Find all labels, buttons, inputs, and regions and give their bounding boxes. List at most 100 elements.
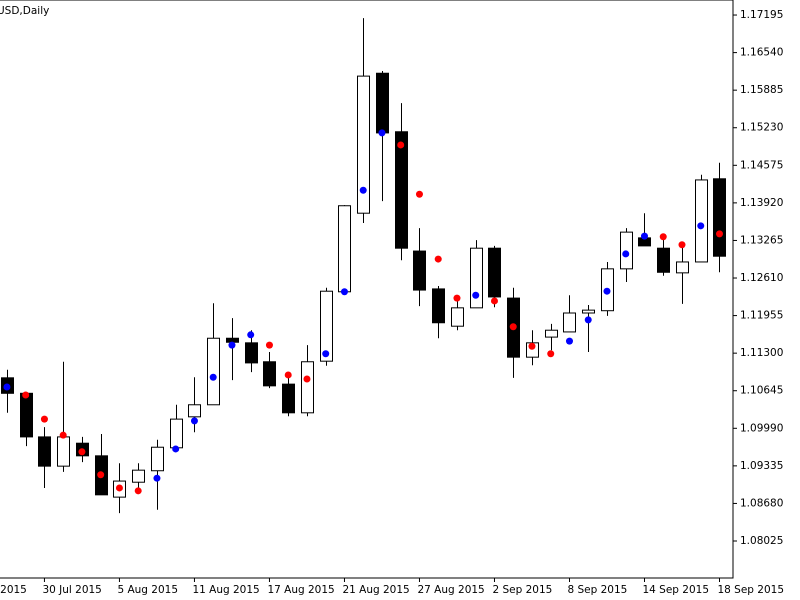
x-tick-label: 21 Aug 2015 — [342, 584, 409, 596]
candle-body — [451, 307, 464, 327]
signal-dot — [209, 373, 217, 381]
signal-dot — [97, 471, 105, 479]
y-tick-label: 1.16540 — [740, 47, 783, 59]
y-tick-label: 1.13920 — [740, 197, 783, 209]
signal-dot — [247, 331, 255, 339]
signal-dot — [59, 431, 67, 439]
candle-body — [413, 250, 426, 291]
y-tick-label: 1.08680 — [740, 497, 783, 509]
y-tick-label: 1.14575 — [740, 159, 783, 171]
signal-dot — [228, 341, 236, 349]
y-tick-label: 1.17195 — [740, 9, 783, 21]
signal-dot — [190, 417, 198, 425]
signal-dot — [115, 484, 123, 492]
signal-dot — [490, 297, 498, 305]
candle-body — [226, 337, 239, 343]
signal-dot — [415, 190, 423, 198]
signal-dot — [622, 250, 630, 258]
x-tick-label: 8 Sep 2015 — [567, 584, 627, 596]
y-tick-label: 1.09335 — [740, 460, 783, 472]
signal-dot — [378, 129, 386, 137]
signal-dot — [397, 141, 405, 149]
candle-body — [57, 436, 70, 467]
candle-body — [676, 261, 689, 274]
signal-dot — [265, 341, 273, 349]
signal-dot — [584, 316, 592, 324]
signal-dot — [472, 291, 480, 299]
candle-body — [545, 329, 558, 338]
signal-dot — [340, 288, 348, 296]
x-tick-label: 24 Jul 2015 — [0, 584, 27, 596]
signal-dot — [697, 222, 705, 230]
y-tick-label: 1.12610 — [740, 272, 783, 284]
signal-dot — [678, 241, 686, 249]
y-tick-label: 1.10645 — [740, 385, 783, 397]
signal-dot — [659, 233, 667, 241]
plot-frame — [0, 0, 734, 579]
x-tick-label: 17 Aug 2015 — [267, 584, 334, 596]
y-tick-label: 1.15885 — [740, 84, 783, 96]
candle-body — [188, 404, 201, 418]
signal-dot — [565, 337, 573, 345]
signal-dot — [22, 391, 30, 399]
x-tick-label: 2 Sep 2015 — [492, 584, 552, 596]
signal-dot — [134, 487, 142, 495]
candle-body — [563, 312, 576, 333]
signal-dot — [640, 232, 648, 240]
candle-body — [713, 178, 726, 257]
signal-dot — [359, 186, 367, 194]
candle-body — [170, 418, 183, 449]
x-tick-label: 18 Sep 2015 — [717, 584, 784, 596]
signal-dot — [284, 371, 292, 379]
signal-dot — [78, 448, 86, 456]
candle-body — [301, 361, 314, 414]
signal-dot — [172, 445, 180, 453]
candle-body — [151, 446, 164, 472]
candle-body — [207, 337, 220, 406]
signal-dot — [715, 230, 723, 238]
candle-body — [282, 383, 295, 414]
candle-body — [338, 205, 351, 293]
candle-body — [357, 75, 370, 214]
x-tick-label: 5 Aug 2015 — [117, 584, 178, 596]
signal-dot — [153, 474, 161, 482]
signal-dot — [3, 383, 11, 391]
y-tick-label: 1.11300 — [740, 347, 783, 359]
candle-body — [582, 309, 595, 314]
candle-body — [20, 392, 33, 438]
y-tick-label: 1.11955 — [740, 310, 783, 322]
x-tick-label: 11 Aug 2015 — [192, 584, 259, 596]
signal-dot — [528, 342, 536, 350]
signal-dot — [303, 375, 311, 383]
signal-dot — [453, 294, 461, 302]
signal-dot — [322, 350, 330, 358]
candle-body — [395, 131, 408, 249]
candle-body — [620, 231, 633, 270]
candle-body — [376, 72, 389, 134]
candle-body — [470, 247, 483, 309]
candle-body — [245, 342, 258, 364]
signal-dot — [509, 323, 517, 331]
candle-body — [132, 469, 145, 483]
signal-dot — [434, 255, 442, 263]
candle-body — [488, 247, 501, 298]
signal-dot — [547, 350, 555, 358]
signal-dot — [603, 287, 611, 295]
candle-body — [320, 290, 333, 362]
candle-body — [657, 247, 670, 273]
y-tick-label: 1.09990 — [740, 422, 783, 434]
x-tick-label: 30 Jul 2015 — [42, 584, 101, 596]
signal-dot — [40, 415, 48, 423]
y-tick-label: 1.13265 — [740, 234, 783, 246]
y-tick-label: 1.08025 — [740, 535, 783, 547]
candle-body — [432, 288, 445, 324]
candle-body — [38, 436, 51, 467]
candle-body — [695, 179, 708, 263]
y-tick-label: 1.15230 — [740, 122, 783, 134]
candle-body — [263, 361, 276, 387]
x-tick-label: 27 Aug 2015 — [417, 584, 484, 596]
x-tick-label: 14 Sep 2015 — [642, 584, 709, 596]
chart-title: USD,Daily — [0, 5, 49, 17]
